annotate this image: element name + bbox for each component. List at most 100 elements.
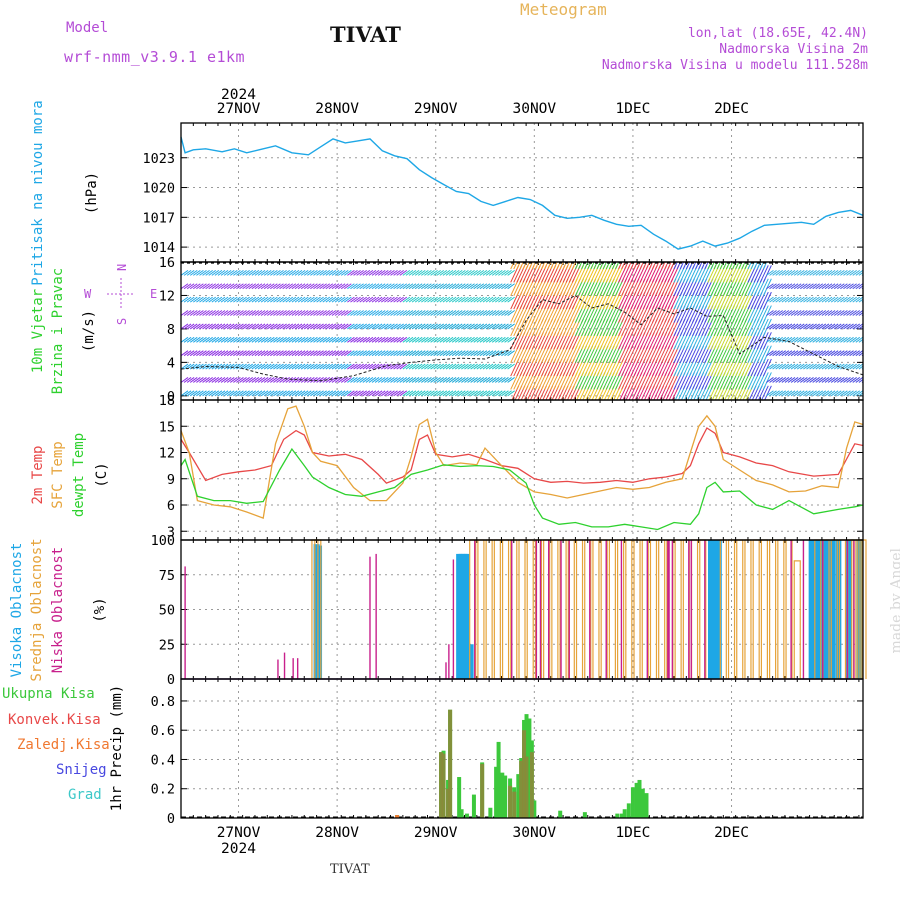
y-tick-label: 8 <box>167 322 175 338</box>
wind-barbs <box>181 262 863 400</box>
y-tick-label: 0 <box>167 811 175 827</box>
y-tick-label: 4 <box>167 355 175 371</box>
year-label: 2024 <box>221 87 256 103</box>
high-cloud-bar <box>467 644 474 679</box>
y-tick-label: 12 <box>159 446 175 462</box>
temp-sfc-line <box>180 405 864 519</box>
convective-rain-bar <box>441 753 446 818</box>
y-tick-label: 16 <box>159 255 175 271</box>
legend-convective-rain: Konvek.Kisa <box>8 712 101 728</box>
total-rain-bar <box>634 782 639 818</box>
total-rain-bar <box>558 810 563 818</box>
y-tick-label: 18 <box>159 393 175 409</box>
high-cloud-bar <box>846 540 853 679</box>
x-tick-label: 1DEC <box>615 101 650 117</box>
high-cloud-title: Visoka Oblacnost <box>9 543 25 678</box>
total-rain-bar <box>471 794 476 818</box>
wind-axis-subtitle: Brzina i Pravac <box>50 268 66 394</box>
mid-cloud-bar <box>477 539 485 679</box>
cloud-axis-unit: (%) <box>92 597 108 622</box>
wind-speed-line <box>180 294 864 382</box>
wind-axis-unit: (m/s) <box>81 310 97 352</box>
total-rain-bar <box>457 777 462 818</box>
high-cloud-bar <box>715 540 722 679</box>
chart-title: Meteogram <box>520 0 607 19</box>
x-tick-label: 2DEC <box>714 101 749 117</box>
total-rain-bar <box>527 718 532 818</box>
total-rain-bar <box>630 787 635 818</box>
y-tick-label: 0.4 <box>151 752 175 768</box>
high-cloud-bar <box>818 540 825 679</box>
x-tick-label: 27NOV <box>217 825 261 841</box>
low-cloud-title: Niska Oblacnost <box>50 547 66 673</box>
high-cloud-bar <box>808 540 815 679</box>
total-rain-bar <box>582 812 587 818</box>
y-tick-label: 1017 <box>142 210 175 226</box>
total-rain-bar <box>488 807 493 818</box>
total-rain-bar <box>503 775 508 818</box>
x-tick-label: 1DEC <box>615 825 650 841</box>
compass-west: W <box>84 287 92 301</box>
footer-station: TIVAT <box>330 862 370 877</box>
total-rain-bar <box>626 803 631 818</box>
high-cloud-bar <box>316 545 323 679</box>
high-cloud-bar <box>829 540 836 679</box>
y-tick-label: 1023 <box>142 151 175 167</box>
high-cloud-bar <box>707 540 714 679</box>
convective-rain-bar <box>480 763 485 818</box>
total-rain-bar <box>459 809 464 818</box>
freezing-rain-bar <box>395 815 400 818</box>
x-tick-label: 28NOV <box>315 101 359 117</box>
convective-rain-bar <box>519 760 524 818</box>
coordinates: lon,lat (18.65E, 42.4N) <box>687 26 868 41</box>
total-rain-bar <box>494 766 499 818</box>
y-tick-label: 1014 <box>142 240 175 256</box>
legend-graupel: Grad <box>68 787 102 803</box>
total-rain-bar <box>615 813 620 818</box>
x-tick-label: 28NOV <box>315 825 359 841</box>
total-rain-bar <box>496 741 501 818</box>
y-tick-label: 0 <box>167 672 175 688</box>
panel-frame <box>180 122 864 263</box>
year-label: 2024 <box>221 841 256 857</box>
x-tick-label: 30NOV <box>512 101 556 117</box>
mid-cloud-bar <box>793 560 801 679</box>
x-tick-label: 2DEC <box>714 825 749 841</box>
y-tick-label: 0.6 <box>151 723 175 739</box>
pressure-axis-unit: (hPa) <box>84 172 100 214</box>
compass-north: N <box>115 264 129 271</box>
y-tick-label: 6 <box>167 498 175 514</box>
high-cloud-bar <box>835 540 842 679</box>
dewpoint-line <box>180 447 864 531</box>
station-title: TIVAT <box>330 22 401 47</box>
y-tick-label: 75 <box>159 568 175 584</box>
convective-rain-bar <box>448 709 453 818</box>
total-rain-bar <box>619 813 624 818</box>
y-tick-label: 3 <box>167 524 175 540</box>
convective-rain-bar <box>446 788 451 818</box>
y-tick-label: 0.8 <box>151 694 175 710</box>
x-tick-label: 30NOV <box>512 825 556 841</box>
panel-frame <box>180 678 864 819</box>
x-tick-label: 29NOV <box>414 825 458 841</box>
convective-rain-bar <box>524 756 529 818</box>
y-tick-label: 1020 <box>142 181 175 197</box>
compass-east: E <box>150 287 157 301</box>
convective-rain-bar <box>522 730 527 818</box>
pressure-line <box>180 136 864 250</box>
altitude: Nadmorska Visina 2m <box>719 42 868 57</box>
convective-rain-bar <box>439 752 444 818</box>
total-rain-bar <box>516 774 521 818</box>
total-rain-bar <box>532 800 537 818</box>
total-rain-bar <box>640 788 645 818</box>
legend-freezing-rain: Zaledj.Kisa <box>17 737 110 753</box>
dewpoint-title: dewpt Temp <box>71 433 87 517</box>
convective-rain-bar <box>512 791 517 818</box>
convective-rain-bar <box>508 785 513 818</box>
wind-axis-title: 10m Vjetar <box>30 289 46 373</box>
y-tick-label: 0.2 <box>151 782 175 798</box>
model-label: Model <box>66 20 109 36</box>
x-tick-label: 29NOV <box>414 101 458 117</box>
temp-2m-title: 2m Temp <box>30 445 46 504</box>
